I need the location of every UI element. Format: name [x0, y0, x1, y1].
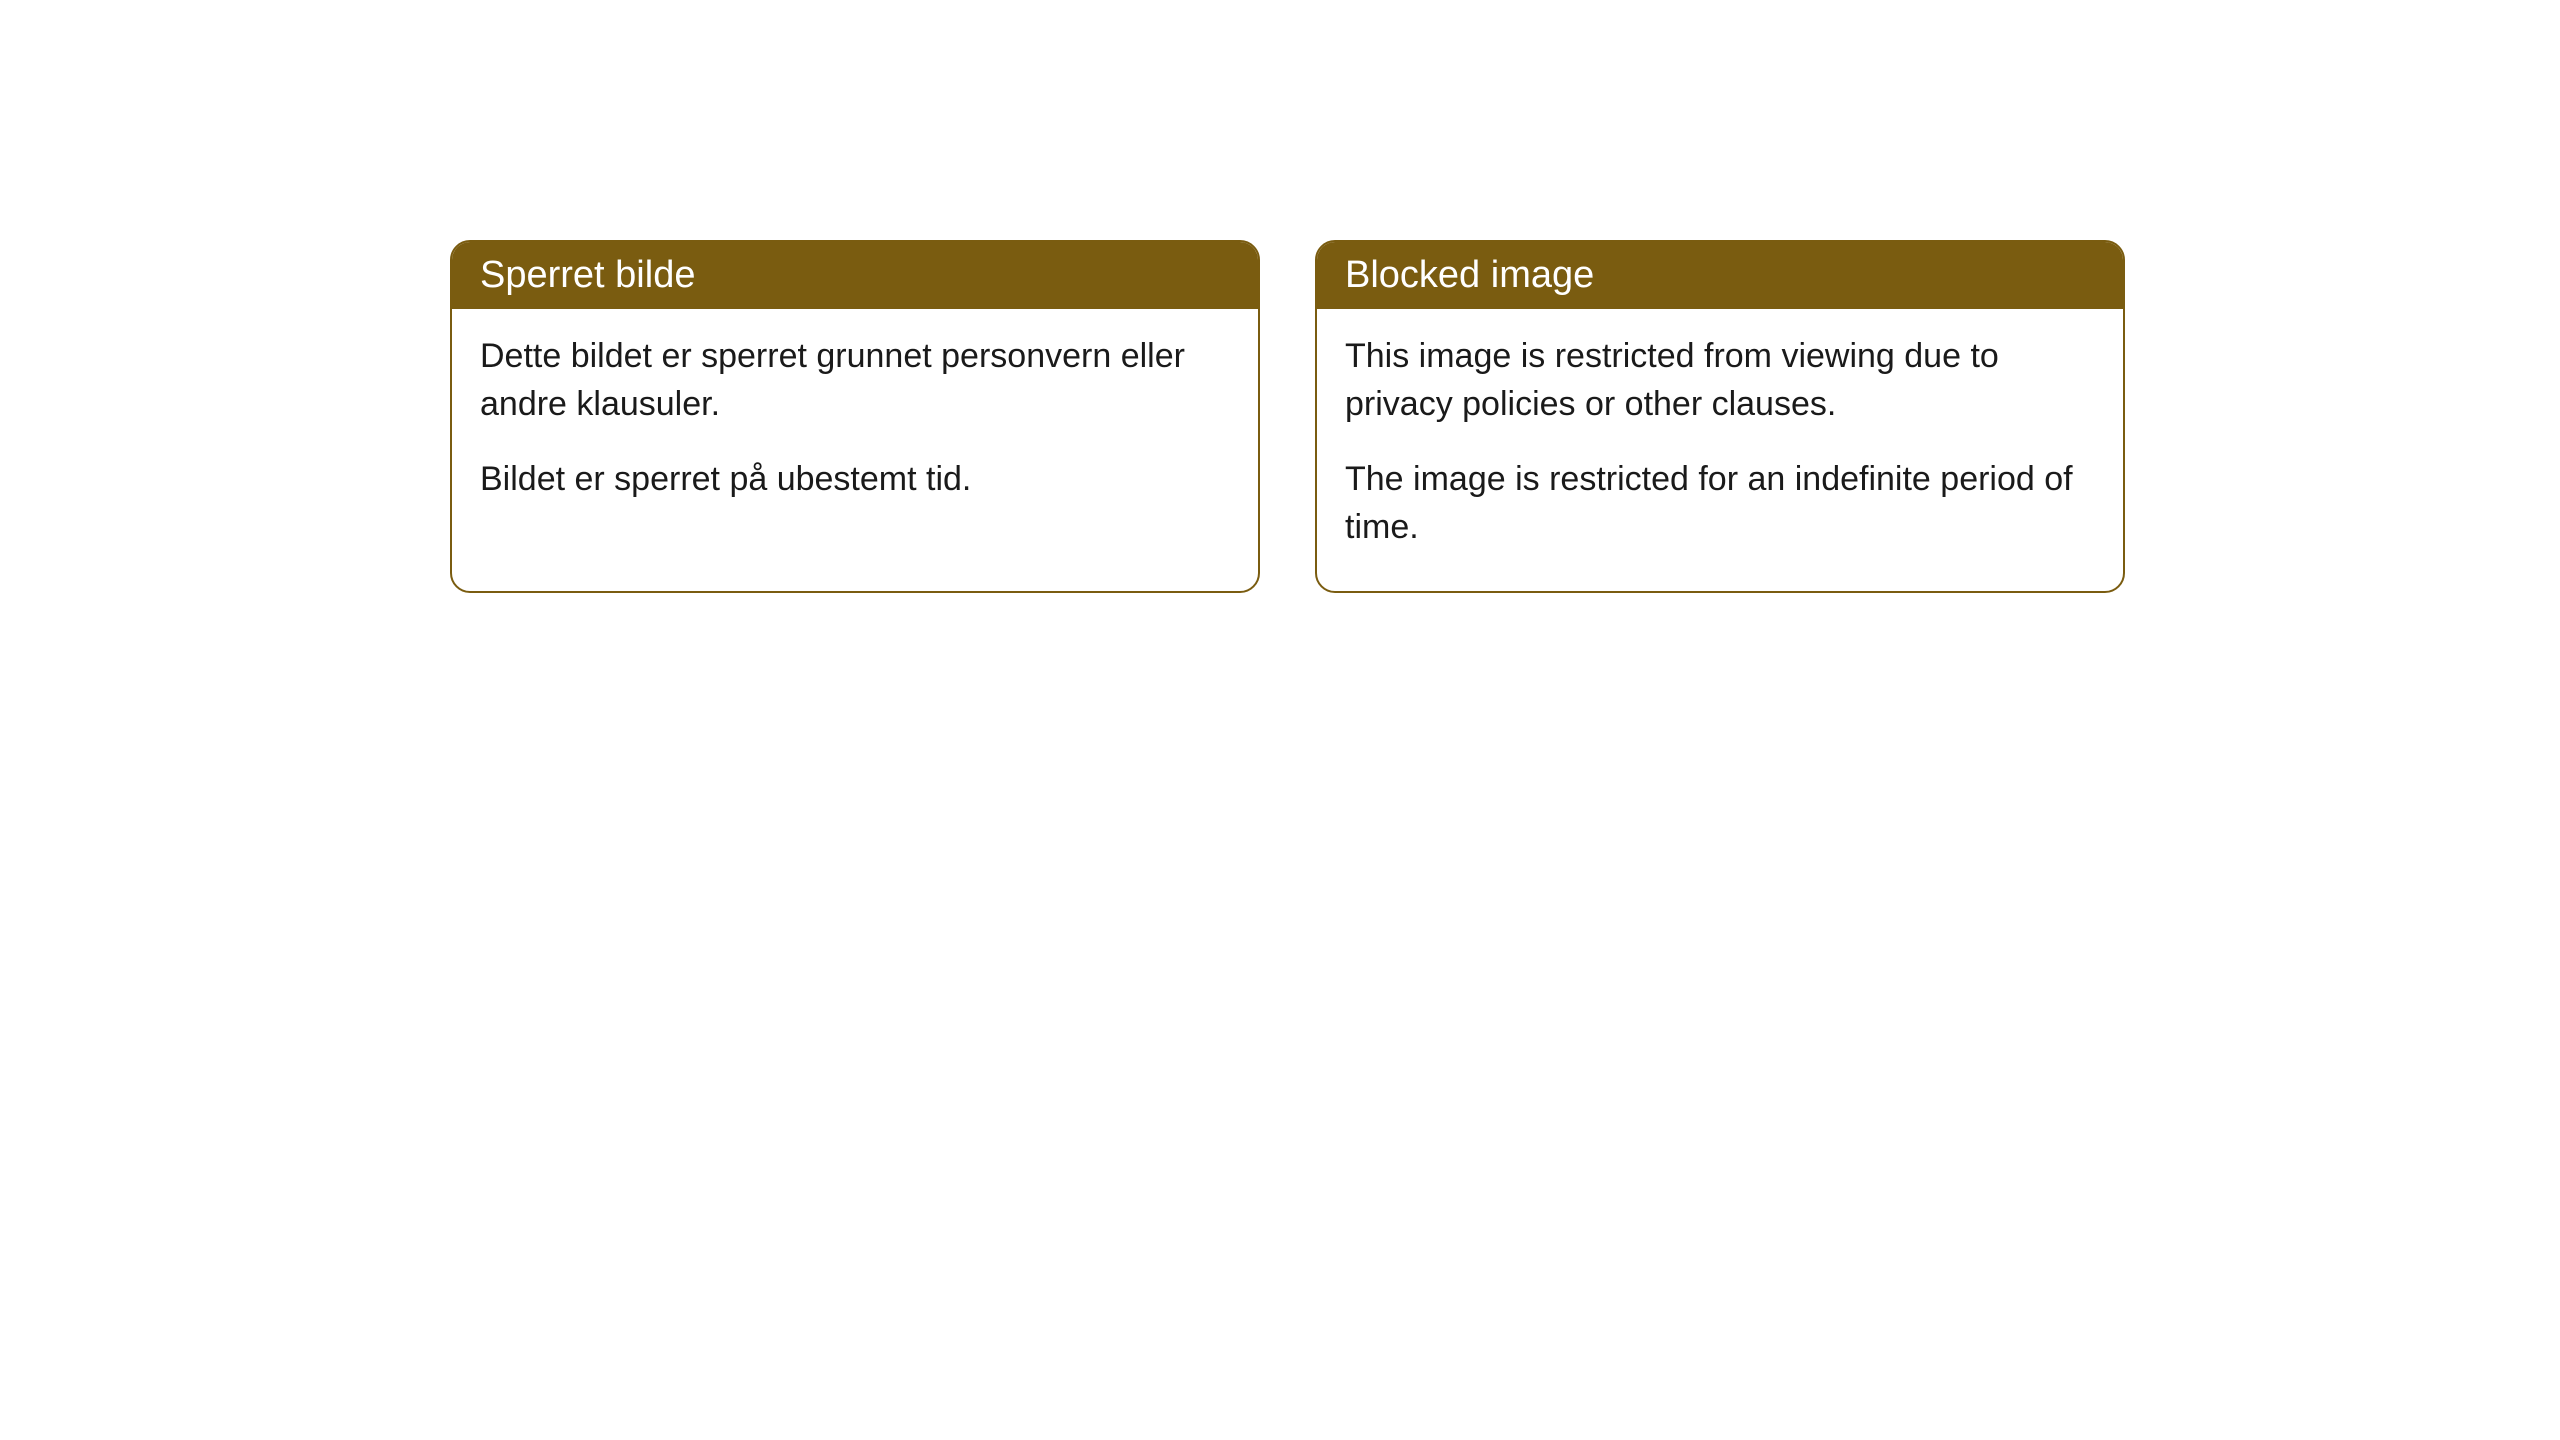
notice-card-norwegian: Sperret bilde Dette bildet er sperret gr…: [450, 240, 1260, 593]
card-paragraph-2: Bildet er sperret på ubestemt tid.: [480, 456, 1230, 504]
card-body: Dette bildet er sperret grunnet personve…: [452, 309, 1258, 544]
card-title: Sperret bilde: [480, 254, 695, 296]
card-paragraph-1: Dette bildet er sperret grunnet personve…: [480, 333, 1230, 428]
card-paragraph-1: This image is restricted from viewing du…: [1345, 333, 2095, 428]
card-header: Sperret bilde: [452, 242, 1258, 309]
card-header: Blocked image: [1317, 242, 2123, 309]
card-title: Blocked image: [1345, 254, 1594, 296]
notice-card-english: Blocked image This image is restricted f…: [1315, 240, 2125, 593]
notice-cards-container: Sperret bilde Dette bildet er sperret gr…: [450, 240, 2125, 593]
card-body: This image is restricted from viewing du…: [1317, 309, 2123, 591]
card-paragraph-2: The image is restricted for an indefinit…: [1345, 456, 2095, 551]
